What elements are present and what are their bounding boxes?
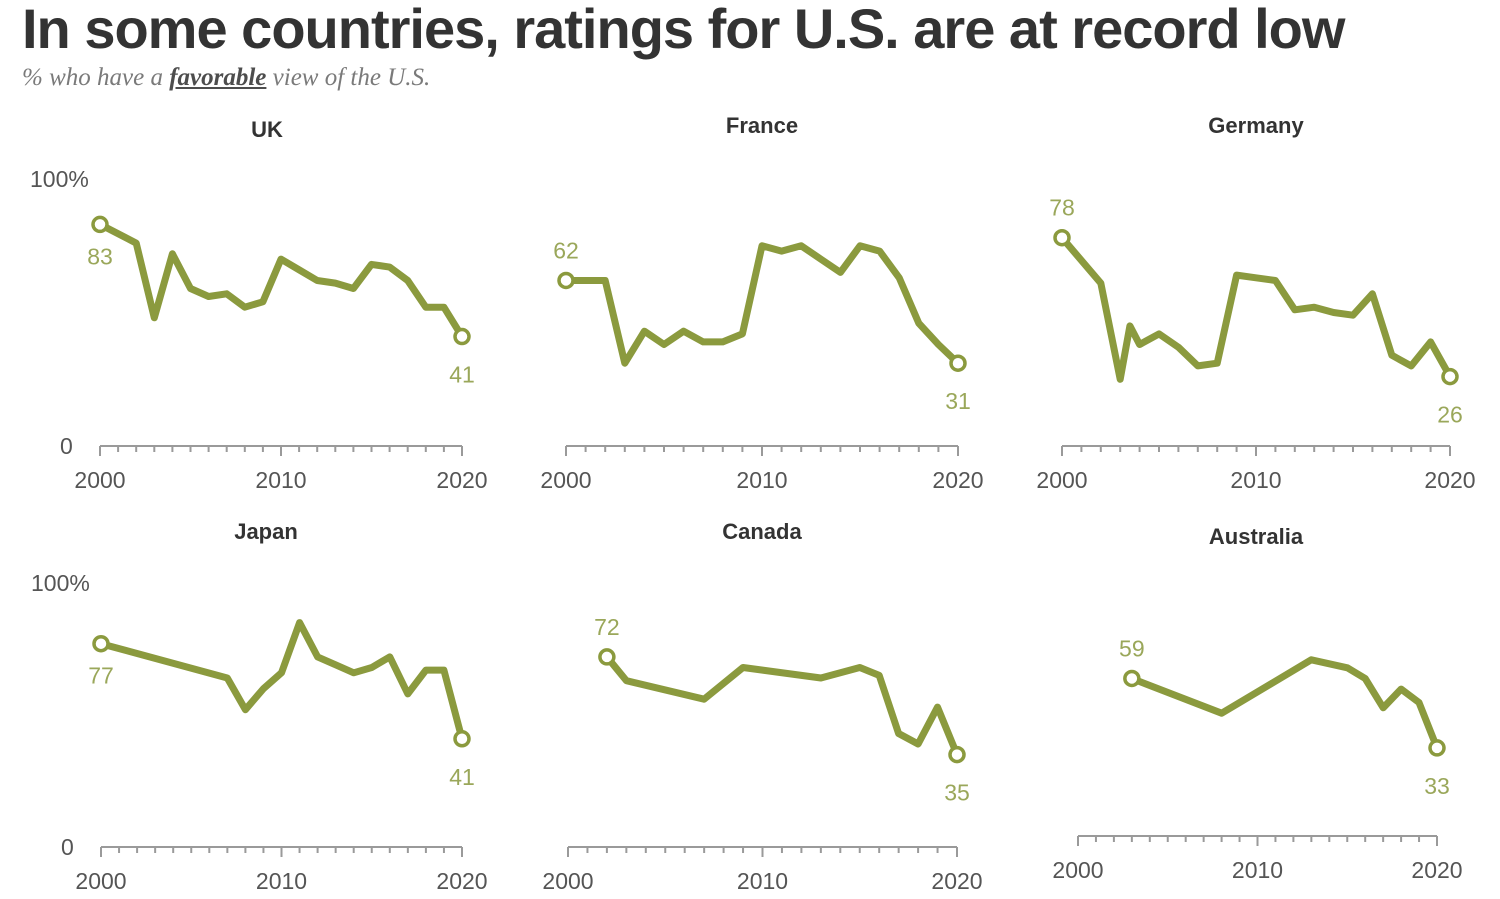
chart-panel: Canada 2000 2010 2020 72 35 — [542, 519, 982, 894]
y-tick-label: 0 — [61, 834, 74, 860]
panel-title: Germany — [1208, 113, 1304, 138]
series-line — [96, 220, 466, 340]
subtitle-prefix: % who have a — [22, 64, 170, 91]
x-tick-label: 2020 — [931, 868, 982, 894]
panel-title: Canada — [722, 519, 802, 544]
y-tick-label: 0 — [60, 433, 73, 459]
end-value-label: 26 — [1437, 402, 1463, 428]
start-point — [1123, 669, 1141, 688]
end-value-label: 33 — [1424, 773, 1450, 799]
y-tick-label: 100% — [31, 570, 90, 596]
start-value-label: 59 — [1119, 635, 1145, 661]
x-tick-label: 2000 — [540, 467, 591, 493]
end-point — [453, 730, 471, 748]
y-tick-label: 100% — [30, 166, 89, 192]
x-tick-label: 2020 — [1411, 857, 1462, 883]
start-point — [557, 271, 575, 290]
end-point — [1428, 739, 1446, 757]
x-tick-label: 2020 — [436, 467, 487, 493]
chart-panel: Australia 2000 2010 2020 59 33 — [1052, 524, 1462, 883]
x-tick-label: 2000 — [74, 467, 125, 493]
x-tick-label: 2010 — [1230, 467, 1281, 493]
chart-title: In some countries, ratings for U.S. are … — [22, 0, 1345, 60]
start-value-label: 83 — [87, 243, 113, 269]
x-tick-label: 2010 — [736, 467, 787, 493]
x-tick-label: 2020 — [1424, 467, 1475, 493]
subtitle-emphasis: favorable — [169, 64, 267, 91]
end-point — [948, 745, 966, 764]
end-value-label: 41 — [449, 764, 475, 790]
x-tick-label: 2000 — [1036, 467, 1087, 493]
x-tick-label: 2020 — [436, 868, 487, 894]
panel-title: Japan — [234, 519, 298, 544]
series-line — [1058, 234, 1454, 383]
x-tick-label: 2010 — [256, 868, 307, 894]
panel-title: UK — [251, 117, 283, 142]
x-tick-label: 2000 — [542, 868, 593, 894]
panel-title: Australia — [1209, 524, 1304, 549]
start-value-label: 72 — [594, 614, 620, 640]
series-line — [603, 653, 961, 759]
end-point — [949, 354, 967, 372]
x-tick-label: 2010 — [737, 868, 788, 894]
x-tick-label: 2010 — [255, 467, 306, 493]
end-point — [1441, 367, 1459, 386]
series-line — [562, 242, 962, 367]
x-tick-label: 2020 — [932, 467, 983, 493]
start-point — [598, 648, 616, 666]
start-value-label: 62 — [553, 237, 579, 263]
start-point — [92, 634, 110, 653]
chart-subtitle: % who have a favorable view of the U.S. — [22, 64, 430, 92]
chart-panel: France 2000 2010 2020 62 31 — [540, 113, 983, 493]
end-value-label: 31 — [945, 388, 971, 414]
subtitle-suffix: view of the U.S. — [266, 64, 431, 91]
series-line — [1128, 656, 1441, 752]
end-point — [453, 327, 471, 346]
x-tick-label: 2000 — [75, 868, 126, 894]
panel-title: France — [726, 113, 798, 138]
start-point — [91, 215, 109, 234]
start-value-label: 78 — [1049, 195, 1075, 221]
x-tick-label: 2000 — [1052, 857, 1103, 883]
end-value-label: 35 — [944, 780, 970, 806]
start-point — [1053, 228, 1071, 247]
series-line — [97, 619, 466, 743]
start-value-label: 77 — [88, 663, 114, 689]
chart-panel: Germany 2000 2010 2020 78 26 — [1036, 113, 1475, 493]
end-value-label: 41 — [449, 362, 475, 388]
x-tick-label: 2010 — [1232, 857, 1283, 883]
